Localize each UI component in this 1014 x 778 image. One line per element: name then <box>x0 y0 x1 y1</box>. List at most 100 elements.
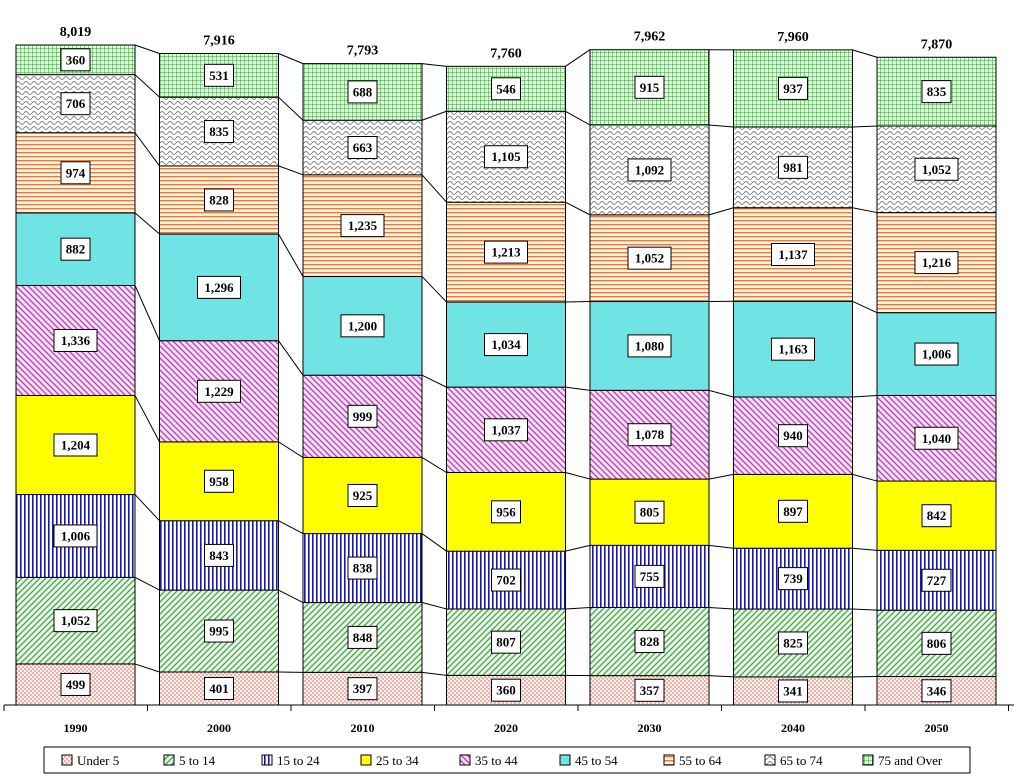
legend-swatch-75-and-over <box>862 754 874 766</box>
value-label-box <box>634 678 665 702</box>
legend-swatch-25-to-34 <box>360 754 372 766</box>
value-label-2020-35-to-44: 1,037 <box>491 422 521 437</box>
value-label-2050-75-and-over: 835 <box>927 84 947 99</box>
connector-line <box>852 473 878 482</box>
value-label-2050-55-to-64: 1,216 <box>922 255 952 270</box>
value-label-box <box>204 63 234 87</box>
legend-label-55-to-64: 55 to 64 <box>679 753 722 768</box>
value-label-2010-25-to-34: 925 <box>353 488 373 503</box>
value-label-box <box>347 625 378 649</box>
connector-line <box>708 544 734 549</box>
value-label-2020-45-to-54: 1,034 <box>491 337 521 352</box>
connector-lines <box>134 44 878 678</box>
value-label-box <box>347 80 378 104</box>
connector-line <box>708 389 734 398</box>
value-label-box <box>340 314 385 338</box>
value-label-box <box>484 145 528 169</box>
value-label-2000-5-to-14: 995 <box>209 624 229 639</box>
value-label-2010-75-and-over: 688 <box>353 84 373 99</box>
value-label-box <box>627 334 672 358</box>
value-label-box <box>347 556 378 580</box>
connector-line <box>134 212 160 235</box>
connector-line <box>852 394 878 398</box>
connector-line <box>278 165 304 176</box>
connector-line <box>278 53 304 65</box>
connector-line <box>278 96 304 121</box>
connector-line <box>134 132 160 167</box>
value-label-box <box>778 155 808 179</box>
value-label-2000-35-to-44: 1,229 <box>204 384 234 399</box>
connector-line <box>134 74 160 98</box>
value-label-2040-65-to-74: 981 <box>783 160 803 175</box>
value-label-box <box>778 567 808 591</box>
value-label-box <box>53 609 98 633</box>
legend-label-5-to-14: 5 to 14 <box>179 753 216 768</box>
legend-swatch-15-to-24 <box>261 754 273 766</box>
value-label-box <box>914 251 959 275</box>
value-label-2040-45-to-54: 1,163 <box>778 342 808 357</box>
value-label-box <box>634 630 665 654</box>
value-label-1990-5-to-14: 1,052 <box>61 613 90 628</box>
value-label-2000-45-to-54: 1,296 <box>204 280 234 295</box>
value-label-2020-15-to-24: 702 <box>496 573 516 588</box>
value-label-box <box>347 677 378 701</box>
value-label-2040-75-and-over: 937 <box>783 81 803 96</box>
value-label-box <box>60 672 91 696</box>
value-label-1990-under-5: 499 <box>66 677 86 692</box>
value-label-2020-under-5: 360 <box>496 683 516 698</box>
value-label-1990-55-to-64: 974 <box>66 165 86 180</box>
legend-swatch-35-to-44 <box>459 754 471 766</box>
total-label-2020: 7,760 <box>490 46 522 61</box>
value-label-2050-under-5: 346 <box>927 683 947 698</box>
value-label-box <box>484 333 528 357</box>
value-label-box <box>634 564 665 588</box>
total-labels: 8,019 7,916 7,793 7,760 7,962 7,960 7,870 <box>60 25 953 61</box>
value-label-box <box>491 630 521 654</box>
connector-line <box>421 276 447 303</box>
legend-label-25-to-34: 25 to 34 <box>376 753 419 768</box>
value-label-1990-35-to-44: 1,336 <box>61 333 91 348</box>
value-label-box <box>204 676 234 700</box>
connector-line <box>852 125 878 128</box>
legend-swatch-65-to-74 <box>764 754 776 766</box>
value-label-box <box>197 275 241 299</box>
value-label-2000-55-to-64: 828 <box>209 192 229 207</box>
connector-line <box>565 49 591 67</box>
value-label-1990-25-to-34: 1,204 <box>61 438 91 453</box>
value-label-box <box>771 243 815 267</box>
connector-line <box>134 285 160 341</box>
value-label-1990-75-and-over: 360 <box>66 52 86 67</box>
value-label-2030-25-to-34: 805 <box>640 505 660 520</box>
value-label-box <box>778 76 808 100</box>
value-label-2010-5-to-14: 848 <box>353 630 373 645</box>
value-label-box <box>204 619 234 643</box>
connector-line <box>565 472 591 480</box>
value-label-box <box>627 423 672 447</box>
value-label-box <box>347 136 378 160</box>
connector-line <box>278 441 304 458</box>
value-label-box <box>204 543 234 567</box>
legend-label-under-5: Under 5 <box>77 753 119 768</box>
value-label-box <box>53 328 98 352</box>
total-label-2030: 7,962 <box>634 30 666 45</box>
connector-line <box>565 386 591 391</box>
value-label-box <box>53 524 98 548</box>
x-tick-label-1990: 1990 <box>64 721 88 735</box>
connector-line <box>708 124 734 128</box>
connector-line <box>421 110 447 121</box>
value-label-box <box>347 483 378 507</box>
value-label-2030-75-and-over: 915 <box>640 80 660 95</box>
connector-line <box>852 300 878 314</box>
value-label-box <box>921 80 952 104</box>
connector-line <box>134 576 160 591</box>
connector-line <box>565 606 591 610</box>
connector-line <box>421 533 447 552</box>
legend-label-65-to-74: 65 to 74 <box>780 753 823 768</box>
value-label-2020-5-to-14: 807 <box>496 635 516 650</box>
value-label-2030-55-to-64: 1,052 <box>635 251 664 266</box>
value-label-2010-15-to-24: 838 <box>353 561 373 576</box>
legend-swatch-45-to-54 <box>559 754 571 766</box>
legend: Under 5 5 to 14 15 to 24 25 to 34 35 to 44 45… <box>43 746 971 774</box>
value-label-2050-65-to-74: 1,052 <box>922 162 951 177</box>
